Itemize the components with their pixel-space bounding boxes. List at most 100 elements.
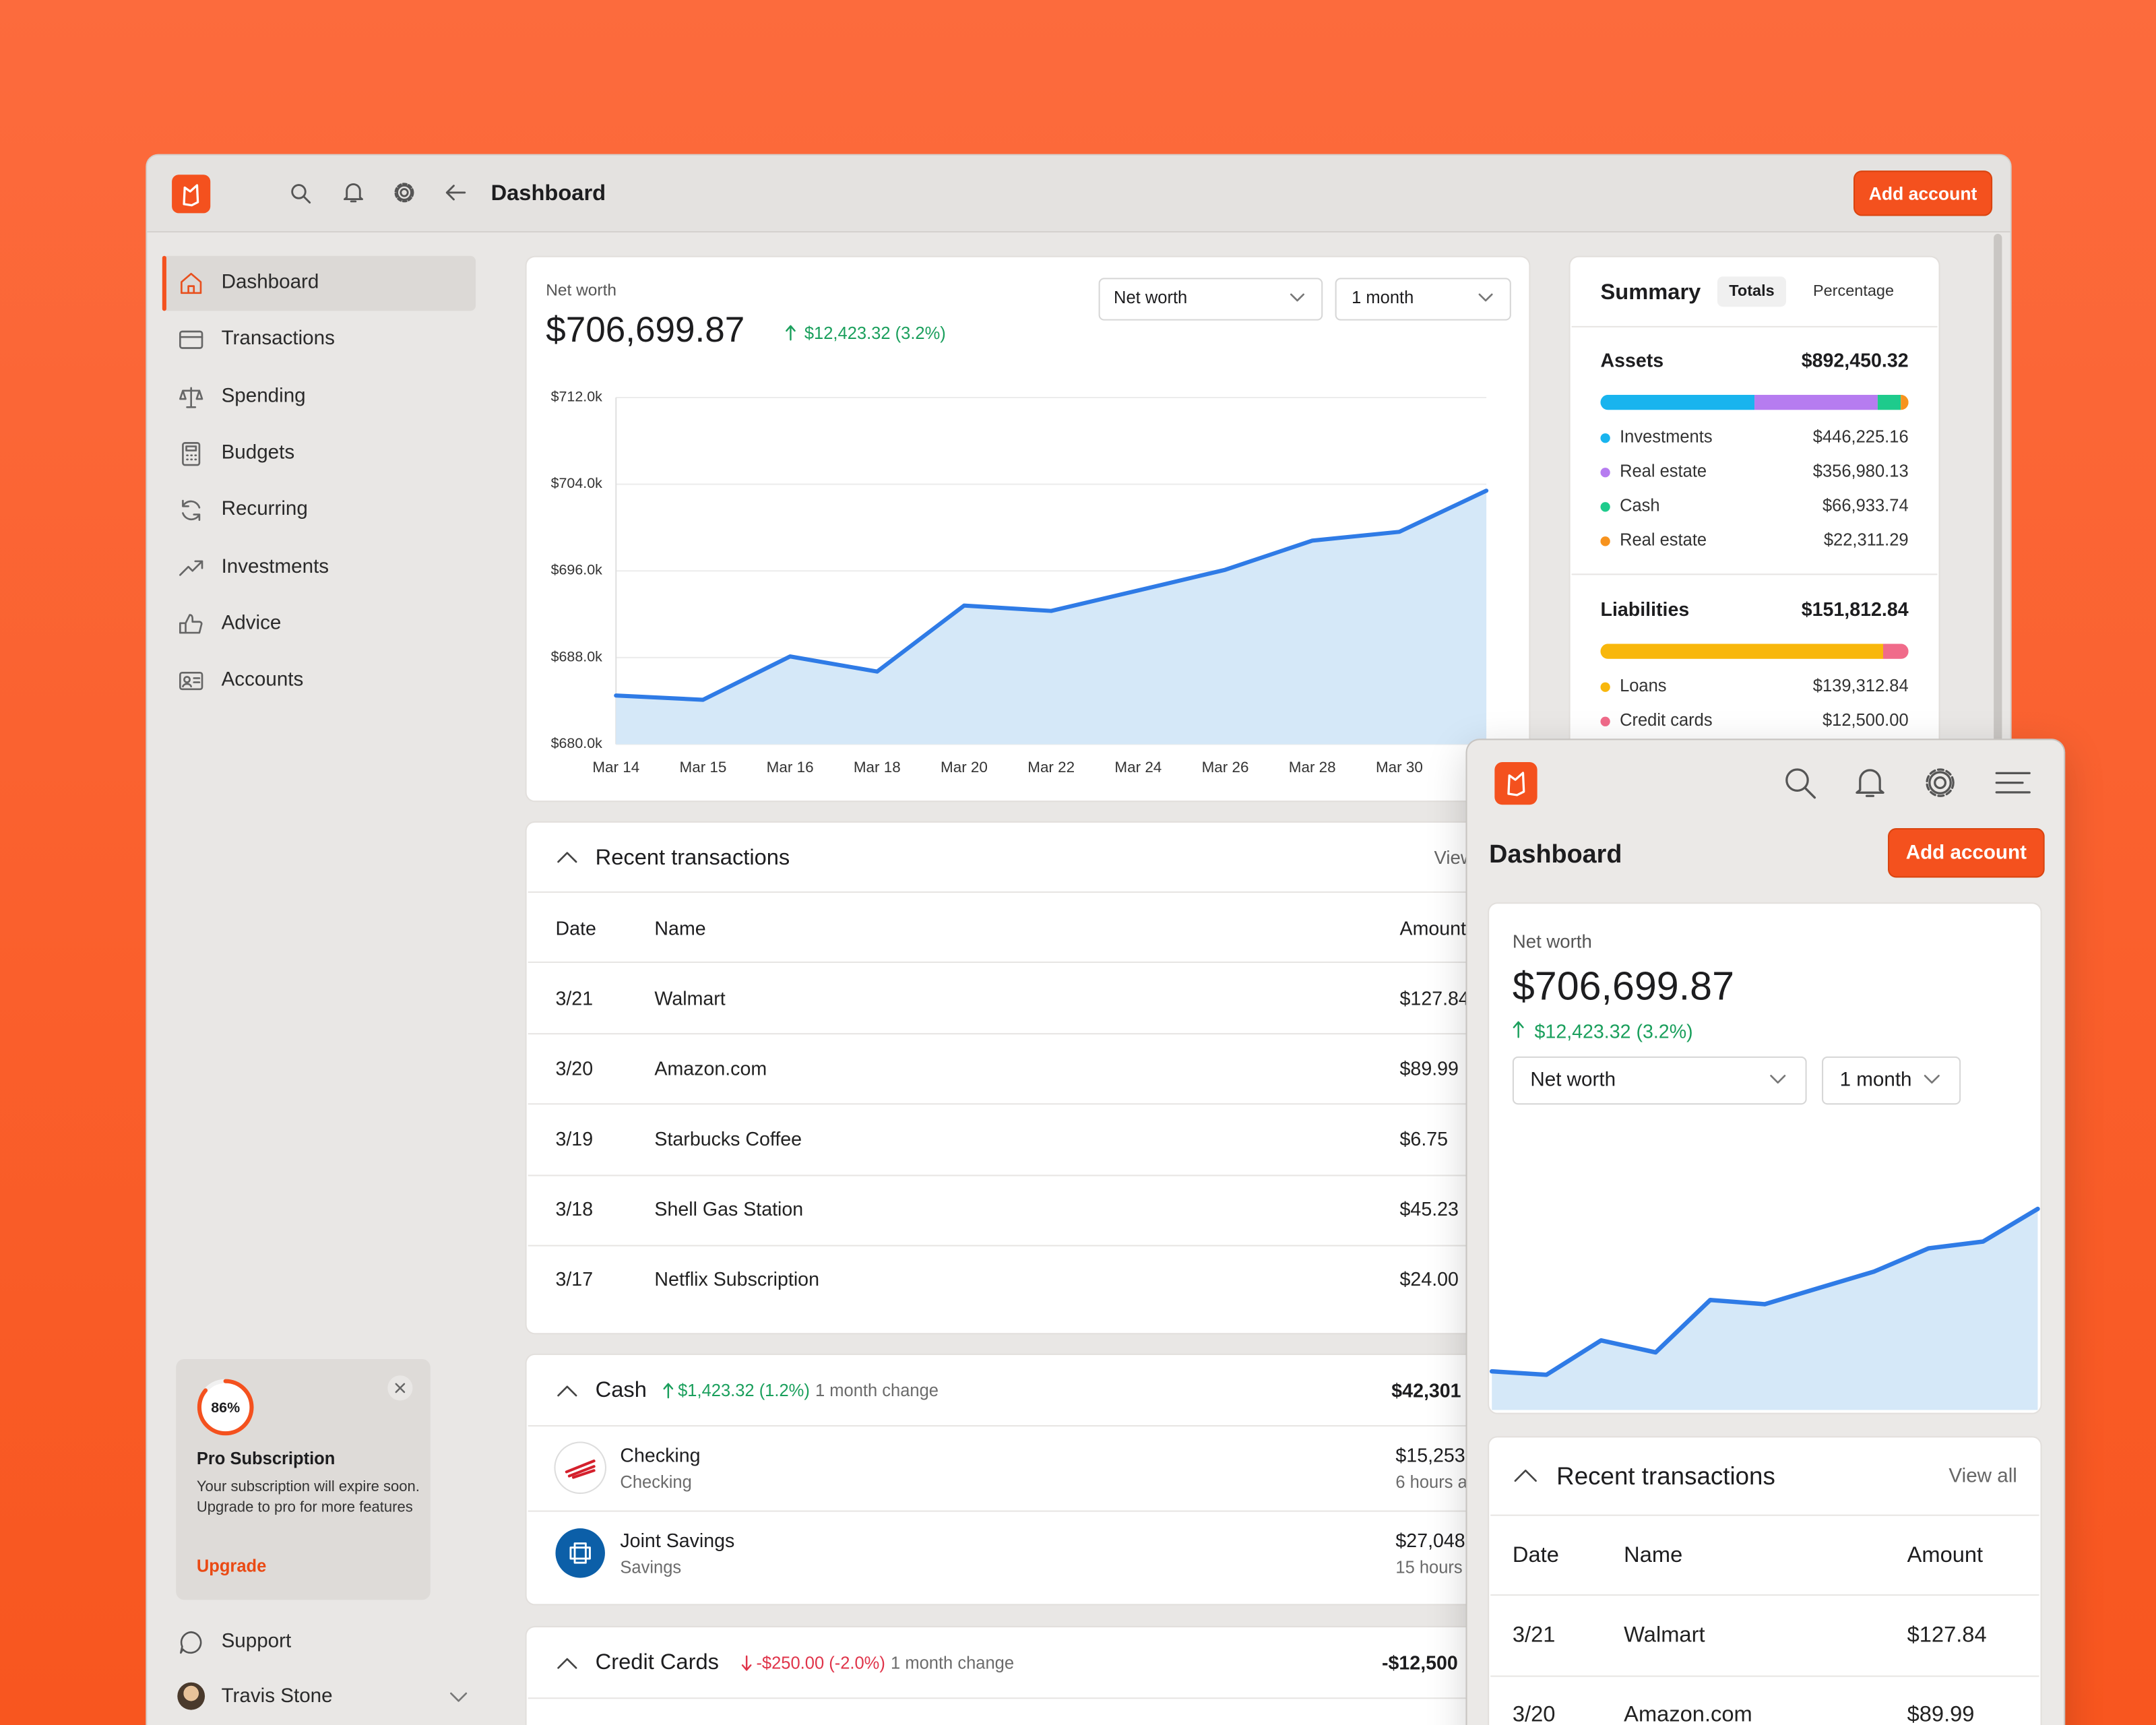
add-account-button[interactable] [1855, 172, 1992, 215]
account-balance: $15,253 [1395, 1443, 1465, 1466]
close-icon[interactable] [387, 1375, 413, 1401]
bell-icon[interactable] [342, 181, 364, 203]
nav-icon-part [179, 672, 203, 691]
tab[interactable]: Totals [1729, 282, 1775, 300]
column-header: Amount [1907, 1543, 1984, 1567]
legend-dot [1600, 467, 1610, 477]
chevron-icon[interactable] [1478, 293, 1493, 302]
settings-icon[interactable] [393, 181, 416, 203]
chevron-icon[interactable] [1770, 1075, 1786, 1084]
cell: 3/21 [555, 986, 594, 1009]
bar-segment [1901, 394, 1909, 410]
nav-item[interactable]: Budgets [221, 441, 295, 464]
collapse-icon[interactable] [557, 1385, 577, 1397]
cell: 3/20 [1512, 1703, 1556, 1725]
logo-glyph-part [183, 183, 199, 206]
nav-item[interactable]: Dashboard [221, 271, 319, 294]
select[interactable] [1822, 1056, 1961, 1105]
bell-icon[interactable] [1853, 766, 1886, 799]
chevron-icon[interactable] [450, 1692, 468, 1702]
collapse-icon[interactable] [557, 852, 577, 863]
cell: Amazon.com [1624, 1703, 1752, 1725]
nav-icon-part [179, 613, 203, 634]
x-tick-label: Mar 16 [766, 759, 814, 776]
section-title: Recent transactions [1556, 1462, 1775, 1490]
settings-icon-part [1934, 776, 1947, 790]
view-all-link[interactable]: View all [1948, 1464, 2017, 1487]
section-change-note: 1 month change [815, 1380, 939, 1400]
nav-item[interactable]: Advice [221, 612, 282, 635]
collapse-icon-part [1514, 1470, 1537, 1482]
nav-icon [179, 386, 203, 408]
cell: $24.00 [1399, 1268, 1459, 1290]
y-tick-label: $696.0k [550, 562, 602, 579]
x-tick-label: Mar 14 [592, 759, 640, 776]
item-name: Real estate [1620, 461, 1707, 481]
user-name[interactable]: Travis Stone [221, 1685, 333, 1707]
select[interactable] [1335, 278, 1511, 321]
menu-icon[interactable] [1995, 772, 2031, 794]
nav-icon-part [181, 272, 202, 294]
column-header: Date [555, 916, 596, 939]
chevron-icon[interactable] [1290, 293, 1305, 302]
section-change-note: 1 month change [891, 1652, 1015, 1672]
section-change: $1,423.32 (1.2%) [678, 1380, 810, 1400]
settings-icon[interactable] [1924, 766, 1957, 799]
trend-arrow-part [1513, 1021, 1524, 1038]
divider [1571, 325, 1938, 327]
cell: $127.84 [1907, 1623, 1987, 1647]
chevron-icon[interactable] [1924, 1075, 1940, 1084]
bank-logo-glyph-part [569, 1542, 591, 1564]
nav-icon [179, 331, 203, 350]
trend-arrow-part [786, 325, 796, 341]
group-name: Liabilities [1600, 598, 1690, 620]
button-label: Add account [1905, 841, 2027, 864]
select[interactable] [1512, 1056, 1807, 1105]
tab[interactable]: Percentage [1812, 282, 1895, 300]
app-logo [1494, 761, 1537, 805]
search-icon[interactable] [290, 183, 311, 204]
cell: Starbucks Coffee [654, 1127, 802, 1150]
chevron-icon-part [1770, 1075, 1786, 1084]
group-total: $892,450.32 [1801, 348, 1909, 371]
search-icon[interactable] [1783, 766, 1816, 799]
active-nav-bar [162, 255, 166, 311]
nav-icon [181, 272, 202, 294]
item-name: Cash [1620, 495, 1660, 515]
trend-arrow [663, 1383, 674, 1399]
back-icon[interactable] [445, 185, 466, 201]
nav-icon [179, 559, 203, 575]
nav-item[interactable]: Transactions [221, 328, 335, 350]
bar-segment [1600, 643, 1883, 658]
section-title: Credit Cards [595, 1651, 719, 1675]
select[interactable] [1098, 278, 1323, 321]
transactions-card [1489, 1437, 2041, 1725]
nav-item[interactable]: Spending [221, 385, 306, 408]
nav-item[interactable]: Accounts [221, 668, 304, 691]
cell: $89.99 [1907, 1703, 1975, 1725]
bank-logo [555, 1528, 605, 1578]
nav-icon-part [182, 500, 201, 522]
cell: $127.84 [1399, 986, 1469, 1009]
change-row: -$250.00 (-2.0%) 1 month change [741, 1651, 1015, 1676]
support-link[interactable]: Support [221, 1630, 292, 1653]
close-icon-part [395, 1383, 406, 1393]
select-label: Net worth [1114, 288, 1188, 308]
add-account-button[interactable] [1889, 829, 2043, 877]
chevron-icon-part [1478, 293, 1493, 302]
collapse-icon[interactable] [1514, 1470, 1537, 1482]
item-value: $446,225.16 [1812, 427, 1909, 447]
transactions-card [526, 822, 1529, 1334]
trend-arrow [1513, 1021, 1524, 1038]
cell: 3/20 [555, 1057, 594, 1079]
nav-item[interactable]: Recurring [221, 499, 308, 521]
item-value: $12,500.00 [1822, 710, 1909, 730]
summary-card [1570, 257, 1939, 780]
account-updated: 6 hours a [1395, 1472, 1467, 1493]
nav-item[interactable]: Investments [221, 555, 329, 578]
select-label: 1 month [1352, 288, 1414, 308]
upgrade-link[interactable]: Upgrade [196, 1555, 267, 1575]
collapse-icon[interactable] [557, 1658, 577, 1669]
bar-segment [1600, 394, 1755, 410]
